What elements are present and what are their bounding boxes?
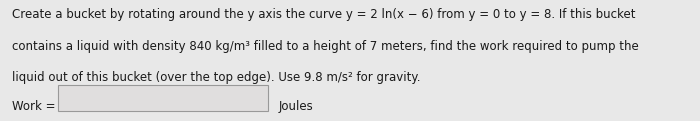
FancyBboxPatch shape (58, 85, 268, 111)
Text: Create a bucket by rotating around the y axis the curve y = 2 ln(x − 6) from y =: Create a bucket by rotating around the y… (12, 8, 636, 21)
Text: Work =: Work = (12, 100, 55, 113)
Text: contains a liquid with density 840 kg/m³ filled to a height of 7 meters, find th: contains a liquid with density 840 kg/m³… (12, 40, 638, 53)
Text: Joules: Joules (279, 100, 314, 113)
Text: liquid out of this bucket (over the top edge). Use 9.8 m/s² for gravity.: liquid out of this bucket (over the top … (12, 71, 421, 84)
